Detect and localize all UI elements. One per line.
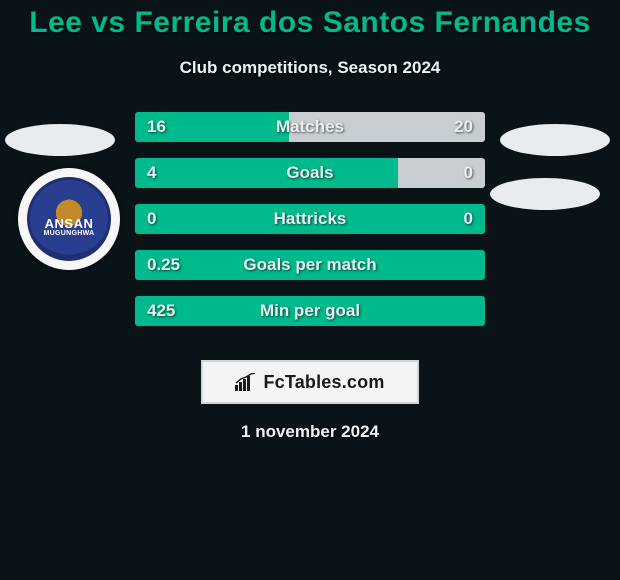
stat-bar-left — [135, 204, 485, 234]
stat-bar-left — [135, 158, 398, 188]
footer-block: FcTables.com 1 november 2024 — [0, 350, 620, 442]
stat-bar-right — [398, 158, 486, 188]
stat-bar-left — [135, 296, 485, 326]
player-right-placeholder-2 — [490, 178, 600, 210]
stat-bars: 1620Matches 40Goals 00Hattricks 0.25Goals p… — [135, 112, 485, 342]
brand-text: FcTables.com — [263, 372, 384, 393]
stat-bar-right — [289, 112, 485, 142]
brand-box[interactable]: FcTables.com — [201, 360, 419, 404]
stat-row: 0.25Goals per match — [135, 250, 485, 280]
club-badge: ANSAN MUGUNGHWA — [18, 168, 120, 270]
chart-icon — [235, 373, 257, 391]
footer-date: 1 november 2024 — [0, 422, 620, 442]
page-title: Lee vs Ferreira dos Santos Fernandes — [0, 0, 620, 40]
stat-row: 00Hattricks — [135, 204, 485, 234]
stat-row: 425Min per goal — [135, 296, 485, 326]
stat-row: 1620Matches — [135, 112, 485, 142]
page-subtitle: Club competitions, Season 2024 — [0, 58, 620, 78]
page: Lee vs Ferreira dos Santos Fernandes Clu… — [0, 0, 620, 580]
club-badge-inner: ANSAN MUGUNGHWA — [27, 177, 111, 261]
stat-bar-left — [135, 112, 289, 142]
stat-bar-left — [135, 250, 485, 280]
player-left-placeholder — [5, 124, 115, 156]
club-badge-line1: ANSAN — [45, 217, 94, 231]
club-badge-line2: MUGUNGHWA — [44, 230, 95, 237]
player-right-placeholder-1 — [500, 124, 610, 156]
stat-row: 40Goals — [135, 158, 485, 188]
